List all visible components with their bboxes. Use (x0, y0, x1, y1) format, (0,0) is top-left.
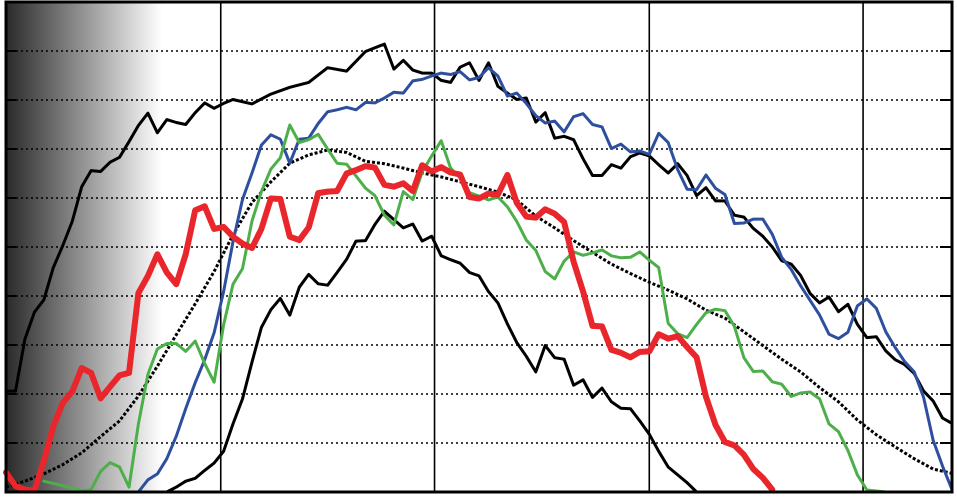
series-line-2 (146, 209, 699, 494)
series-layer (3, 42, 954, 494)
series-line-5 (42, 123, 954, 494)
grid-layer (6, 2, 952, 492)
series-line-1 (4, 42, 954, 425)
series-line-4 (118, 66, 954, 494)
series-line-3 (5, 148, 953, 489)
plot-frame (4, 0, 954, 494)
series-line-6 (3, 162, 776, 494)
frame-layer (4, 0, 954, 494)
